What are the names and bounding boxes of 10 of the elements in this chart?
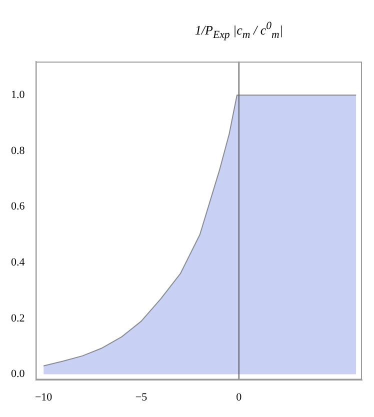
y-tick-label: 0.0: [11, 368, 26, 380]
y-tick-label: 0.2: [11, 312, 25, 324]
y-tick-label: 1.0: [11, 88, 26, 101]
y-tick-label: 0.8: [11, 144, 26, 157]
x-tick-label: −10: [34, 391, 53, 404]
y-tick-label: 0.6: [11, 200, 26, 213]
x-tick-label: 0: [236, 391, 242, 404]
y-axis-title: 1/P$_{Exp}$ |c$_{m}$ / c$^{0}$$_{m}$|: [194, 20, 283, 41]
x-tick-label: −5: [135, 391, 148, 404]
y-tick-label: 0.4: [11, 256, 26, 268]
